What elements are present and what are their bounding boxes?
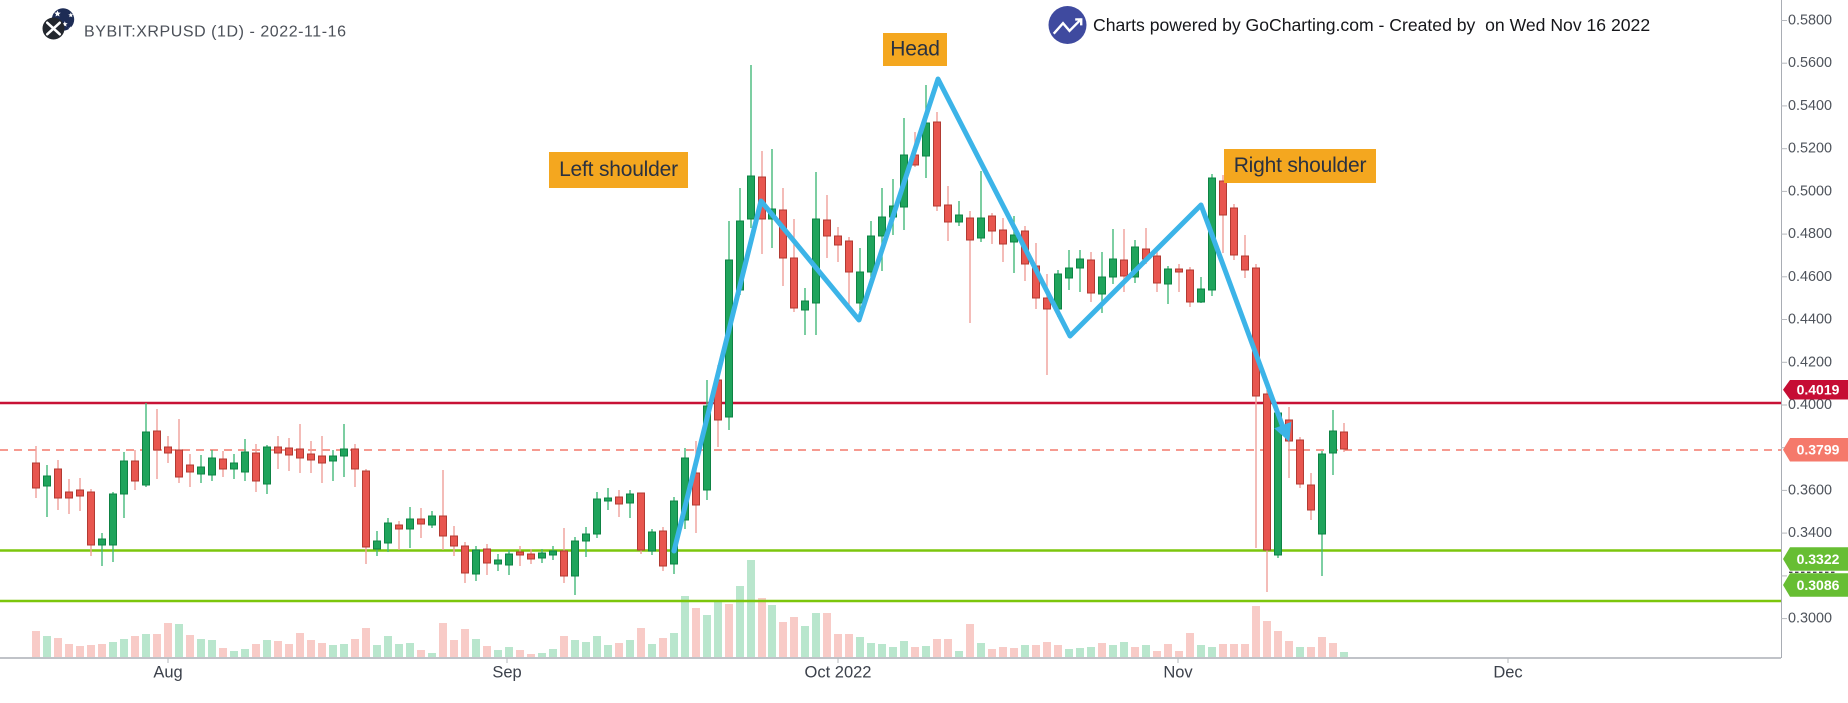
svg-text:0.3086: 0.3086 <box>1797 577 1840 593</box>
svg-text:0.3600: 0.3600 <box>1788 482 1832 498</box>
svg-text:Aug: Aug <box>153 664 182 682</box>
svg-text:0.3322: 0.3322 <box>1797 551 1840 567</box>
svg-text:0.3799: 0.3799 <box>1797 442 1840 458</box>
svg-text:0.3400: 0.3400 <box>1788 525 1832 541</box>
svg-text:0.5600: 0.5600 <box>1788 55 1832 71</box>
svg-text:0.5200: 0.5200 <box>1788 141 1832 157</box>
svg-text:Head: Head <box>890 38 939 61</box>
svg-text:0.4000: 0.4000 <box>1788 397 1832 413</box>
svg-text:0.4800: 0.4800 <box>1788 226 1832 242</box>
svg-text:0.4600: 0.4600 <box>1788 269 1832 285</box>
svg-text:BYBIT:XRPUSD (1D) - 2022-11-16: BYBIT:XRPUSD (1D) - 2022-11-16 <box>84 24 347 41</box>
svg-text:0.4200: 0.4200 <box>1788 354 1832 370</box>
svg-text:Nov: Nov <box>1163 664 1193 682</box>
svg-text:0.5000: 0.5000 <box>1788 183 1832 199</box>
svg-text:Oct 2022: Oct 2022 <box>805 664 872 682</box>
svg-text:0.4019: 0.4019 <box>1797 382 1840 398</box>
svg-text:0.5400: 0.5400 <box>1788 98 1832 114</box>
svg-text:Charts powered by GoCharting.c: Charts powered by GoCharting.com - Creat… <box>1093 15 1650 35</box>
svg-text:Dec: Dec <box>1493 664 1522 682</box>
svg-text:Sep: Sep <box>492 664 521 682</box>
svg-text:0.3000: 0.3000 <box>1788 611 1832 627</box>
svg-text:Left shoulder: Left shoulder <box>559 158 678 181</box>
svg-text:0.5800: 0.5800 <box>1788 13 1832 29</box>
svg-text:0.4400: 0.4400 <box>1788 312 1832 328</box>
svg-text:Right shoulder: Right shoulder <box>1234 154 1367 177</box>
